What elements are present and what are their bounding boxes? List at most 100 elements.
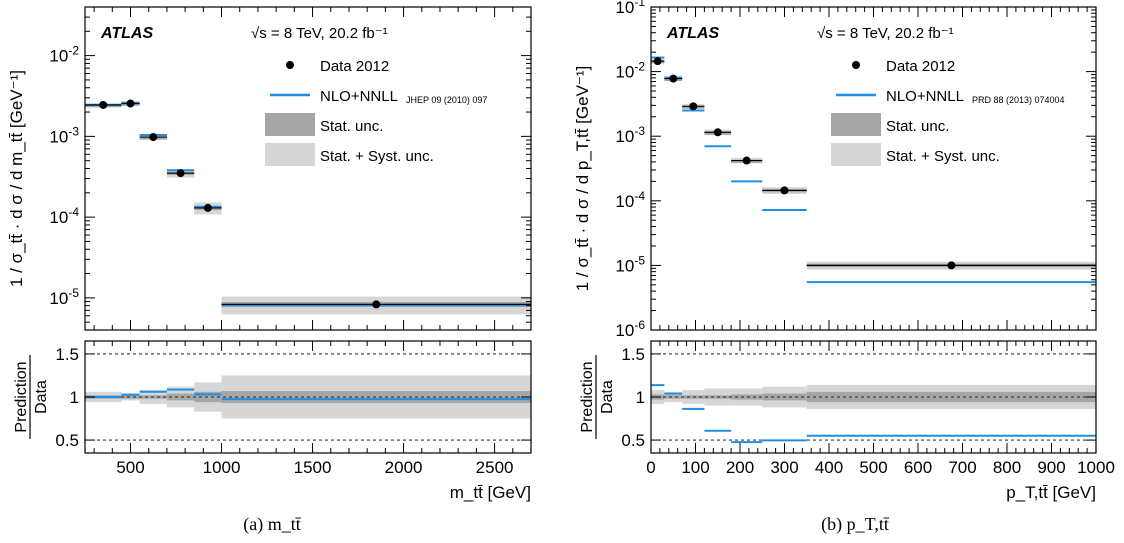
- data-point: [689, 102, 698, 111]
- data-point: [780, 186, 789, 195]
- data-point: [669, 74, 678, 83]
- legend-stat-syst-label: Stat. + Syst. unc.: [886, 148, 1000, 165]
- data-series: [85, 99, 531, 309]
- figure-caption: (a) m_tt̄: [243, 514, 301, 535]
- tick-base: 10: [49, 289, 68, 308]
- legend-stat-box: [831, 113, 881, 136]
- tick-base: 10: [49, 127, 68, 146]
- tick-exponent: -3: [68, 124, 79, 138]
- x-tick-label: 800: [993, 458, 1021, 477]
- legend-data-label: Data 2012: [886, 58, 955, 75]
- ratio-stat-band: [166, 393, 195, 401]
- experiment-label: ATLAS: [666, 25, 719, 42]
- legend-prediction-reference: JHEP 09 (2010) 097: [406, 95, 487, 105]
- y-tick-label: 10-4: [49, 205, 79, 227]
- legend-prediction-reference: PRD 88 (2013) 074004: [972, 95, 1065, 105]
- x-tick-label: 700: [948, 458, 976, 477]
- tick-base: 10: [49, 47, 68, 66]
- x-tick-label: 2000: [385, 458, 423, 477]
- x-tick-label: 600: [904, 458, 932, 477]
- prediction-series: [651, 56, 1096, 284]
- ratio-y-tick-label: 0.5: [621, 431, 645, 450]
- data-point: [203, 203, 212, 212]
- ratio-y-tick-label: 1.5: [55, 345, 79, 364]
- ratio-stat-band: [731, 394, 763, 400]
- panel-pttt: 10-610-510-410-310-210-10.511.50 100 200 30…: [573, 0, 1115, 535]
- experiment-label: ATLAS: [100, 25, 153, 42]
- tick-base: 10: [615, 321, 634, 340]
- main-plot: [651, 56, 1096, 284]
- tick-exponent: -2: [68, 44, 79, 58]
- ratio-y-tick-label: 1: [636, 388, 645, 407]
- x-tick-label: 900: [1037, 458, 1065, 477]
- legend-data-label: Data 2012: [320, 58, 389, 75]
- y-tick-label: 10-5: [615, 253, 645, 275]
- legend-data-marker: [286, 61, 294, 69]
- ratio-y-tick-label: 0.5: [55, 431, 79, 450]
- data-point: [653, 57, 662, 66]
- figure-caption: (b) p_T,tt̄: [821, 514, 889, 535]
- ratio-plot: [651, 353, 1096, 444]
- tick-exponent: -5: [68, 286, 79, 300]
- x-tick-label: 2500: [476, 458, 514, 477]
- x-axis-title: p_T,tt̄ [GeV]: [1006, 483, 1096, 502]
- legend-prediction-label: NLO+NNLL: [886, 88, 964, 105]
- ratio-title-denominator: Data: [33, 380, 50, 414]
- tick-exponent: -3: [634, 124, 645, 138]
- legend: Data 2012 NLO+NNLL JHEP 09 (2010) 097 Stat.…: [265, 58, 487, 166]
- main-plot: [85, 99, 531, 315]
- main-frame: [84, 6, 532, 331]
- energy-lumi-label: √s = 8 TeV, 20.2 fb⁻¹: [817, 25, 954, 42]
- y-tick-label: 10-2: [615, 60, 645, 82]
- ratio-stat-band: [664, 395, 683, 399]
- legend-stat-box: [265, 113, 315, 136]
- legend-prediction-label: NLO+NNLL: [320, 88, 398, 105]
- x-tick-label: 400: [815, 458, 843, 477]
- x-tick-label: 300: [770, 458, 798, 477]
- ratio-stat-band: [121, 395, 140, 399]
- legend-stat-syst-box: [831, 143, 881, 166]
- tick-exponent: -4: [68, 205, 79, 219]
- ratio-y-tick-label: 1.5: [621, 345, 645, 364]
- y-axis-ticks: [85, 6, 531, 331]
- ratio-title-numerator: Prediction: [579, 361, 596, 432]
- tick-exponent: -4: [634, 189, 645, 203]
- tick-base: 10: [615, 0, 634, 17]
- legend: Data 2012 NLO+NNLL PRD 88 (2013) 074004 Sta…: [831, 58, 1065, 166]
- ratio-y-tick-label: 1: [70, 388, 79, 407]
- y-tick-label: 10-3: [49, 124, 79, 146]
- data-point: [372, 300, 381, 309]
- x-tick-label: 1000: [1077, 458, 1115, 477]
- ratio-title-denominator: Data: [599, 380, 616, 414]
- y-tick-label: 10-1: [615, 0, 645, 17]
- y-tick-label: 10-3: [615, 124, 645, 146]
- y-tick-label: 10-5: [49, 286, 79, 308]
- tick-base: 10: [615, 256, 634, 275]
- y-tick-label: 10-6: [615, 318, 645, 340]
- x-axis-title: m_tt̄ [GeV]: [450, 483, 531, 502]
- tick-base: 10: [615, 127, 634, 146]
- data-point: [149, 133, 158, 142]
- energy-lumi-label: √s = 8 TeV, 20.2 fb⁻¹: [251, 25, 388, 42]
- x-tick-label: 1500: [294, 458, 332, 477]
- tick-exponent: -2: [634, 60, 645, 74]
- legend-data-marker: [852, 61, 860, 69]
- x-tick-label: 1000: [203, 458, 241, 477]
- x-tick-label: 500: [116, 458, 144, 477]
- legend-stat-syst-label: Stat. + Syst. unc.: [320, 148, 434, 165]
- data-point: [713, 128, 722, 137]
- tick-exponent: -5: [634, 253, 645, 267]
- data-point: [176, 169, 185, 178]
- x-tick-label: 500: [859, 458, 887, 477]
- x-tick-label: 200: [726, 458, 754, 477]
- y-axis-title: 1 / σ_tt̄ · d σ / d m_tt̄ [GeV⁻¹]: [7, 70, 26, 287]
- y-axis-title: 1 / σ_tt̄ · d σ / d p_T,tt̄ [GeV⁻¹]: [573, 66, 592, 292]
- tick-base: 10: [49, 208, 68, 227]
- data-point: [742, 156, 751, 165]
- x-tick-label: 0: [646, 458, 655, 477]
- legend-stat-label: Stat. unc.: [320, 118, 383, 135]
- data-point: [126, 99, 135, 108]
- legend-stat-label: Stat. unc.: [886, 118, 949, 135]
- data-series: [651, 57, 1096, 270]
